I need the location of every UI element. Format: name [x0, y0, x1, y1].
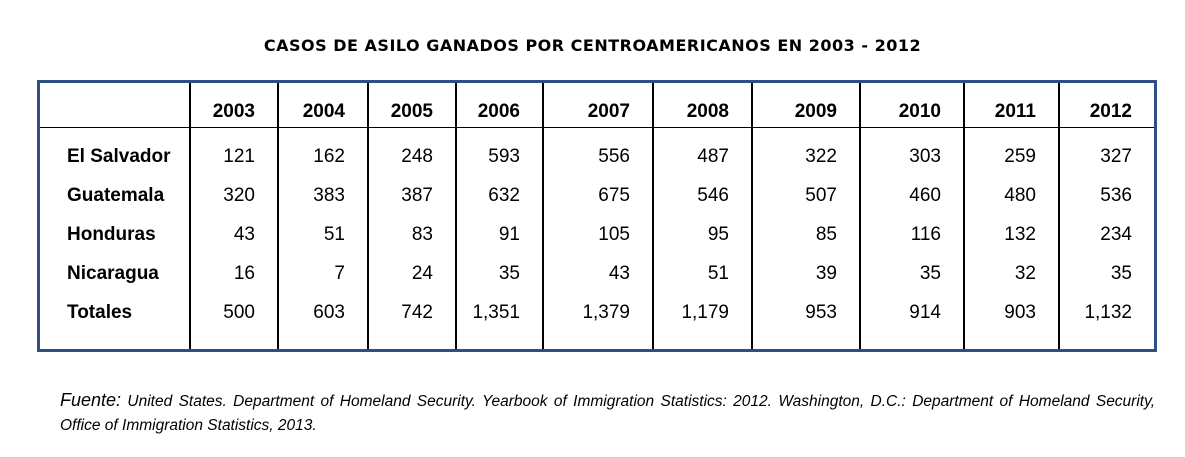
table-cell: 32	[963, 254, 1059, 294]
spacer-cell	[1058, 332, 1154, 349]
table-cell: 24	[367, 254, 456, 294]
corner-cell	[40, 83, 190, 128]
row-label: Guatemala	[67, 185, 165, 206]
table-cell: 632	[455, 176, 543, 216]
column-header: 2010	[859, 83, 964, 128]
table-cell: 327	[1058, 127, 1154, 177]
column-header: 2007	[542, 83, 653, 128]
spacer-cell	[277, 332, 368, 349]
table-cell: 507	[751, 176, 860, 216]
spacer-cell	[963, 332, 1059, 349]
source-label: Fuente:	[60, 390, 122, 410]
table-cell: 1,179	[652, 293, 752, 333]
table-cell: 320	[189, 176, 278, 216]
table-row: Nicaragua 16 7 24 35 43 51 39 35 32 35	[40, 254, 1154, 294]
table-cell: 95	[652, 215, 752, 255]
spacer-cell	[40, 333, 190, 350]
table-cell: 7	[277, 254, 368, 294]
column-header: 2004	[277, 83, 368, 128]
table-cell: 303	[859, 127, 964, 177]
table-cell: 83	[367, 215, 456, 255]
table-cell: 742	[367, 293, 456, 333]
table-cell: 903	[963, 293, 1059, 333]
chart-title: CASOS DE ASILO GANADOS POR CENTROAMERICA…	[263, 36, 922, 55]
column-header: 2006	[455, 83, 543, 128]
table-cell: 43	[189, 215, 278, 255]
source-text: United States. Department of Homeland Se…	[60, 393, 1155, 434]
column-header: 2003	[189, 83, 278, 128]
row-label: Honduras	[67, 224, 156, 245]
table-cell: 259	[963, 127, 1059, 177]
table-cell: 234	[1058, 215, 1154, 255]
table-body: El Salvador 121 162 248 593 556 487 322 303 259 32…	[40, 127, 1154, 349]
table-cell: 116	[859, 215, 964, 255]
source-note: Fuente: United States. Department of Hom…	[60, 388, 1155, 438]
table-cell: 1,132	[1058, 293, 1154, 333]
spacer-cell	[652, 332, 752, 349]
table-row: El Salvador 121 162 248 593 556 487 322 303 259 32…	[40, 127, 1154, 177]
data-table: 2003 2004 2005 2006 2007 2008 2009 2010 2011 2012…	[40, 83, 1154, 349]
spacer-cell	[455, 332, 543, 349]
spacer-cell	[751, 332, 860, 349]
row-label: Totales	[67, 302, 133, 323]
table-header-row: 2003 2004 2005 2006 2007 2008 2009 2010 2011 2012	[40, 83, 1154, 128]
column-header: 2012	[1058, 83, 1154, 128]
row-label: El Salvador	[67, 146, 171, 167]
table-cell: 43	[542, 254, 653, 294]
column-header: 2011	[963, 83, 1059, 128]
table-cell: 953	[751, 293, 860, 333]
table-cell: 603	[277, 293, 368, 333]
column-header: 2005	[367, 83, 456, 128]
table-cell: 121	[189, 127, 278, 177]
table-cell: 132	[963, 215, 1059, 255]
table-cell: 51	[277, 215, 368, 255]
table-cell: 675	[542, 176, 653, 216]
table-row: Guatemala 320 383 387 632 675 546 507 460 480 536	[40, 176, 1154, 216]
table-cell: 593	[455, 127, 543, 177]
table-cell: 914	[859, 293, 964, 333]
table-cell: 35	[455, 254, 543, 294]
table-cell: 387	[367, 176, 456, 216]
column-header: 2009	[751, 83, 860, 128]
table-cell: 51	[652, 254, 752, 294]
data-table-frame: 2003 2004 2005 2006 2007 2008 2009 2010 2011 2012…	[37, 80, 1157, 352]
table-cell: 487	[652, 127, 752, 177]
table-cell: 162	[277, 127, 368, 177]
table-cell: 105	[542, 215, 653, 255]
table-cell: 500	[189, 293, 278, 333]
table-cell: 480	[963, 176, 1059, 216]
table-cell: 35	[859, 254, 964, 294]
table-cell: 546	[652, 176, 752, 216]
table-cell: 536	[1058, 176, 1154, 216]
table-cell: 383	[277, 176, 368, 216]
table-cell: 39	[751, 254, 860, 294]
table-cell: 85	[751, 215, 860, 255]
spacer-cell	[542, 332, 653, 349]
table-cell: 556	[542, 127, 653, 177]
table-spacer-row	[40, 332, 1154, 350]
column-header: 2008	[652, 83, 752, 128]
table-cell: 35	[1058, 254, 1154, 294]
table-cell: 248	[367, 127, 456, 177]
spacer-cell	[859, 332, 964, 349]
table-cell: 16	[189, 254, 278, 294]
table-row: Totales 500 603 742 1,351 1,379 1,179 953 914 903…	[40, 293, 1154, 333]
row-label: Nicaragua	[67, 263, 159, 284]
table-cell: 1,351	[455, 293, 543, 333]
table-row: Honduras 43 51 83 91 105 95 85 116 132 234	[40, 215, 1154, 255]
table-cell: 322	[751, 127, 860, 177]
spacer-cell	[189, 332, 278, 349]
spacer-cell	[367, 332, 456, 349]
table-cell: 460	[859, 176, 964, 216]
table-cell: 1,379	[542, 293, 653, 333]
table-cell: 91	[455, 215, 543, 255]
